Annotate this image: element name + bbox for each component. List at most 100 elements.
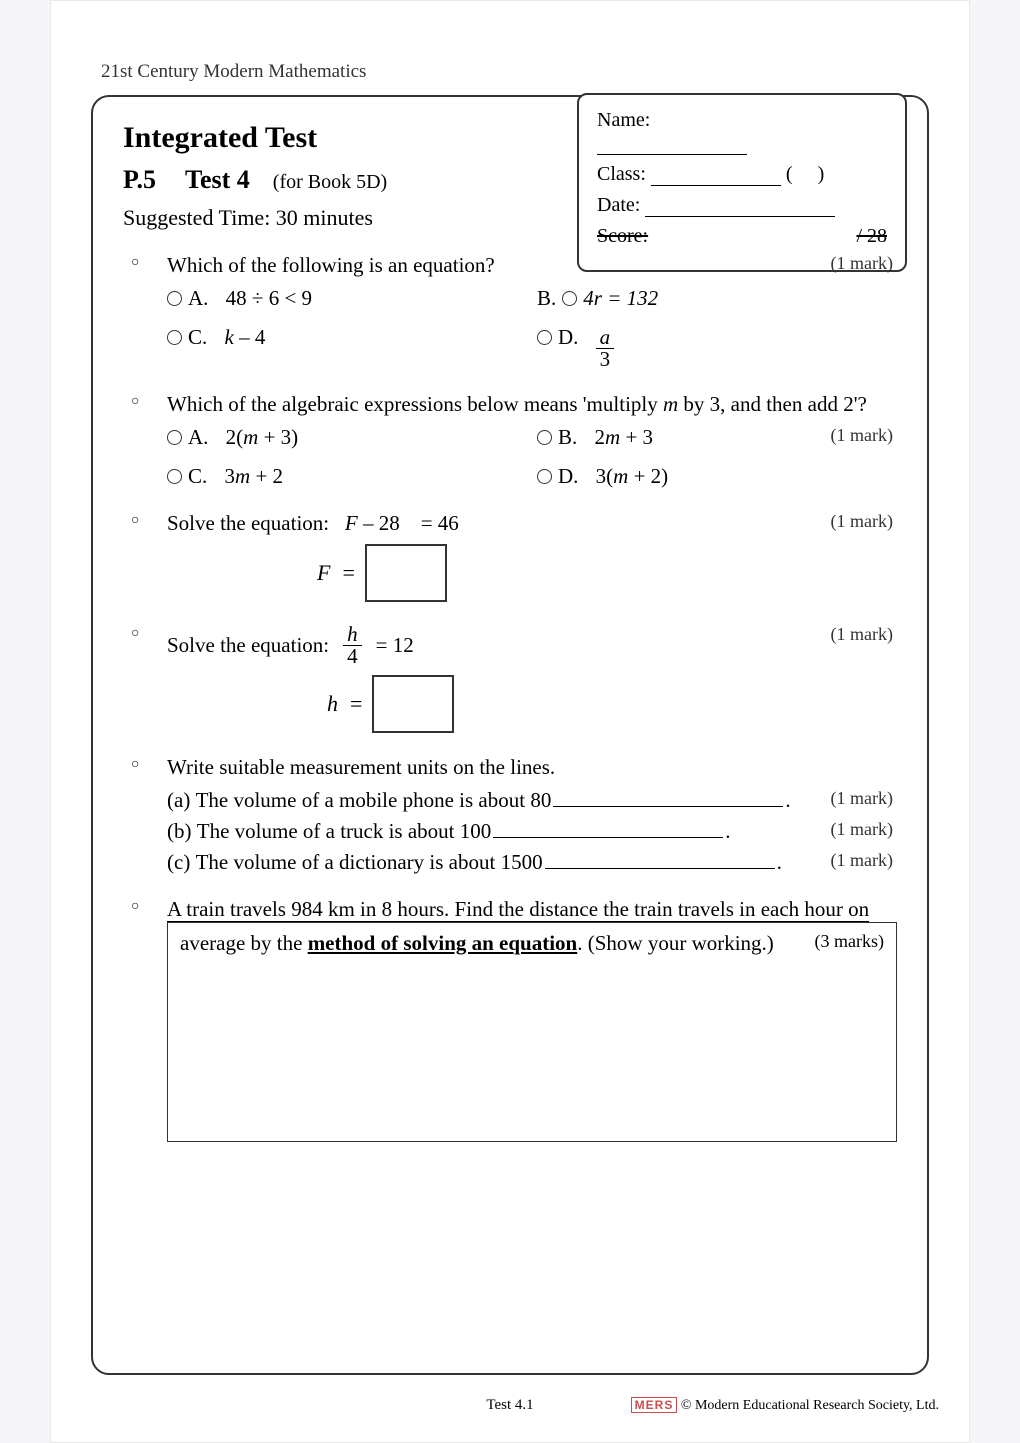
question-5: ○ Write suitable measurement units on th…	[123, 755, 897, 875]
q5-c-blank[interactable]	[545, 848, 775, 869]
class-label: Class:	[597, 163, 646, 185]
q2-marks: (1 mark)	[831, 425, 893, 446]
footer: Test 4.1 MERS © Modern Educational Resea…	[51, 1397, 969, 1414]
bullet-icon: ○	[131, 255, 139, 271]
q1-choice-c[interactable]: C. k – 4	[167, 325, 527, 370]
for-book: (for Book 5D)	[273, 171, 387, 193]
date-label: Date:	[597, 194, 640, 216]
q1-d-frac: a3	[596, 327, 615, 370]
q2-choice-c[interactable]: C. 3m + 2	[167, 464, 527, 489]
radio-icon[interactable]	[562, 291, 577, 306]
q3-answer-box[interactable]	[365, 544, 447, 602]
content-box: Name: Class: ( ) Date: Score: / 28 Integ…	[91, 95, 929, 1375]
q2-choice-b[interactable]: B. 2m + 3 (1 mark)	[537, 425, 897, 450]
q1-c-val: k – 4	[225, 325, 266, 350]
q5-c: (c) The volume of a dictionary is about …	[167, 848, 897, 875]
q1-choice-b[interactable]: B. 4r = 132	[537, 286, 897, 311]
q1-marks: (1 mark)	[831, 253, 893, 274]
score-total: / 28	[856, 225, 887, 248]
radio-icon[interactable]	[537, 469, 552, 484]
q1-d-label: D.	[558, 325, 578, 350]
radio-icon[interactable]	[167, 469, 182, 484]
score-row: Score: / 28	[597, 225, 887, 248]
series-title: 21st Century Modern Mathematics	[101, 61, 929, 83]
q3-lead: Solve the equation: F – 28 = 46	[167, 511, 459, 535]
date-row: Date:	[597, 194, 887, 217]
bullet-icon: ○	[131, 899, 139, 915]
radio-icon[interactable]	[167, 291, 182, 306]
q5-b-blank[interactable]	[493, 817, 723, 838]
radio-icon[interactable]	[537, 330, 552, 345]
q2-pre: Which of the algebraic expressions below…	[167, 392, 663, 416]
q5-c-marks: (1 mark)	[831, 850, 893, 871]
q5-a-marks: (1 mark)	[831, 788, 893, 809]
question-6: ○ A train travels 984 km in 8 hours. Fin…	[123, 897, 897, 922]
q5-c-text: The volume of a dictionary is about 1500	[196, 850, 543, 875]
q6-marks: (3 marks)	[815, 931, 884, 952]
date-field[interactable]	[645, 195, 835, 217]
q5-b-text: The volume of a truck is about 100	[197, 819, 492, 844]
name-field[interactable]	[597, 133, 747, 155]
question-4: ○ Solve the equation: h 4 = 12 (1 mark) …	[123, 624, 897, 733]
bullet-icon: ○	[131, 394, 139, 410]
q4-answer-row: h =	[327, 675, 897, 733]
radio-icon[interactable]	[167, 330, 182, 345]
q1-choice-d[interactable]: D. a3	[537, 325, 897, 370]
question-1: ○ Which of the following is an equation?…	[123, 253, 897, 370]
radio-icon[interactable]	[537, 430, 552, 445]
q2-d-val: 3(m + 2)	[596, 464, 669, 489]
q1-a-val: 48 ÷ 6 < 9	[226, 286, 312, 311]
q5-a-text: The volume of a mobile phone is about 80	[196, 788, 552, 813]
radio-icon[interactable]	[167, 430, 182, 445]
paren-r: )	[818, 163, 825, 185]
q4-ans-var: h	[327, 691, 338, 717]
q5-b: (b) The volume of a truck is about 100 .…	[167, 817, 897, 844]
level: P.5	[123, 165, 156, 194]
q6-work-box[interactable]: average by the method of solving an equa…	[167, 922, 897, 1142]
q2-var: m	[663, 392, 678, 416]
score-label: Score:	[597, 225, 648, 248]
q2-b-val: 2m + 3	[595, 425, 654, 450]
q5-a: (a) The volume of a mobile phone is abou…	[167, 786, 897, 813]
q2-b-label: B.	[558, 425, 577, 450]
q2-choice-a[interactable]: A. 2(m + 3)	[167, 425, 527, 450]
q1-choice-a[interactable]: A. 48 ÷ 6 < 9	[167, 286, 527, 311]
name-row: Name:	[597, 109, 887, 155]
q5-lead: Write suitable measurement units on the …	[167, 755, 555, 779]
q4-lead: Solve the equation: h 4 = 12	[167, 624, 414, 667]
q1-a-label: A.	[188, 286, 208, 311]
q2-post: by 3, and then add 2'?	[678, 392, 867, 416]
footer-page: Test 4.1	[486, 1397, 533, 1413]
question-3: ○ Solve the equation: F – 28 = 46 (1 mar…	[123, 511, 897, 602]
q3-marks: (1 mark)	[831, 511, 893, 532]
q6-line2: average by the method of solving an equa…	[180, 931, 774, 955]
q2-d-label: D.	[558, 464, 578, 489]
footer-copy: MERS © Modern Educational Research Socie…	[631, 1398, 939, 1414]
test-number: Test 4	[185, 165, 250, 194]
q4-frac: h 4	[343, 624, 362, 667]
q4-answer-box[interactable]	[372, 675, 454, 733]
info-card: Name: Class: ( ) Date: Score: / 28	[577, 93, 907, 272]
eq-sign: =	[342, 560, 354, 586]
q1-c-label: C.	[188, 325, 207, 350]
q3-ans-var: F	[317, 560, 330, 586]
q2-c-val: 3m + 2	[225, 464, 284, 489]
q5-b-label: (b)	[167, 819, 192, 844]
bullet-icon: ○	[131, 757, 139, 773]
q6-line1: A train travels 984 km in 8 hours. Find …	[167, 897, 869, 922]
q4-marks: (1 mark)	[831, 624, 893, 645]
q2-text: Which of the algebraic expressions below…	[167, 392, 867, 416]
q2-a-label: A.	[188, 425, 208, 450]
q5-a-blank[interactable]	[553, 786, 783, 807]
q2-choice-d[interactable]: D. 3(m + 2)	[537, 464, 897, 489]
class-field[interactable]	[651, 164, 781, 186]
name-label: Name:	[597, 109, 650, 131]
question-2: ○ Which of the algebraic expressions bel…	[123, 392, 897, 489]
brand-logo: MERS	[631, 1397, 678, 1413]
q5-b-marks: (1 mark)	[831, 819, 893, 840]
q1-b-label: B.	[537, 286, 556, 311]
q3-answer-row: F =	[317, 544, 897, 602]
eq-sign: =	[350, 691, 362, 717]
q1-b-val: 4r = 132	[583, 286, 658, 311]
q1-text: Which of the following is an equation?	[167, 253, 495, 277]
